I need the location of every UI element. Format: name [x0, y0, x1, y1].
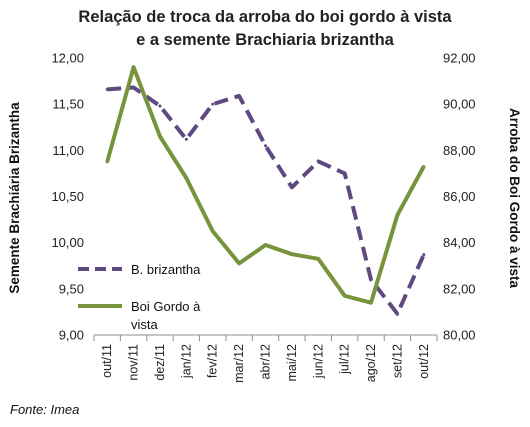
- left-tick-label: 10,50: [51, 189, 84, 204]
- data-point: [184, 176, 188, 180]
- right-axis-ticks: 80,00 82,00 84,00 86,00 88,00 90,00 92,00: [443, 51, 476, 343]
- x-tick-label: out/12: [417, 344, 431, 379]
- chart-title-line-1: Relação de troca da arroba do boi gordo …: [78, 8, 452, 26]
- x-tick-label: jan/12: [179, 344, 193, 379]
- data-point: [395, 213, 399, 217]
- legend-label-boi-gordo-line-2: vista: [131, 317, 159, 332]
- data-point: [237, 261, 241, 265]
- x-tick-label: jul/12: [338, 344, 352, 375]
- data-point: [105, 87, 109, 91]
- left-tick-label: 9,00: [59, 328, 84, 343]
- chart-title-line-2: e a semente Brachiaria brizantha: [136, 31, 395, 49]
- source-note: Fonte: Imea: [10, 402, 79, 417]
- data-point: [158, 104, 162, 108]
- right-tick-label: 86,00: [443, 189, 476, 204]
- data-point: [211, 102, 215, 106]
- data-point: [211, 229, 215, 233]
- right-axis-label: Arroba do Boi Gordo à vista: [507, 108, 522, 289]
- x-tick-label: dez/11: [153, 344, 167, 381]
- data-point: [422, 253, 426, 257]
- left-tick-label: 11,50: [52, 97, 84, 112]
- series-layer: [105, 65, 426, 316]
- data-point: [237, 94, 241, 98]
- x-tick-label: nov/11: [127, 344, 141, 381]
- data-point: [369, 278, 373, 282]
- right-tick-label: 88,00: [443, 143, 476, 158]
- legend: B. brizantha Boi Gordo à vista: [78, 262, 201, 332]
- data-point: [290, 252, 294, 256]
- data-point: [264, 243, 267, 247]
- x-tick-label: out/11: [100, 344, 114, 378]
- left-tick-label: 11,00: [52, 143, 84, 158]
- data-point: [343, 171, 347, 175]
- data-point: [132, 65, 136, 69]
- legend-label-brizantha: B. brizantha: [131, 262, 201, 277]
- x-axis: out/11 nov/11 dez/11 jan/12 fev/12 mar/12 abr/…: [93, 334, 438, 383]
- x-tick-label: jun/12: [311, 344, 325, 379]
- right-tick-label: 90,00: [443, 97, 476, 112]
- data-point: [184, 137, 188, 141]
- left-axis-label: Semente Brachiária Brizantha: [7, 102, 22, 294]
- right-tick-label: 82,00: [443, 281, 476, 296]
- data-point: [264, 144, 267, 148]
- left-tick-label: 10,00: [51, 235, 84, 250]
- data-point: [369, 301, 373, 305]
- x-tick-label: fev/12: [206, 344, 220, 378]
- data-point: [422, 164, 426, 168]
- x-tick-label: mar/12: [232, 344, 246, 383]
- right-tick-label: 80,00: [443, 328, 476, 343]
- data-point: [395, 312, 399, 316]
- left-tick-label: 12,00: [51, 51, 84, 66]
- right-tick-label: 92,00: [443, 51, 476, 66]
- data-point: [316, 159, 320, 163]
- legend-label-boi-gordo-line-1: Boi Gordo à: [131, 299, 201, 314]
- x-tick-label: ago/12: [364, 344, 378, 382]
- left-tick-label: 9,50: [59, 281, 84, 296]
- data-point: [316, 257, 320, 261]
- data-point: [132, 86, 136, 90]
- x-tick-label: set/12: [390, 344, 404, 378]
- left-axis-ticks: 9,00 9,50 10,00 10,50 11,00 11,50 12,00: [51, 51, 84, 343]
- data-point: [290, 185, 294, 189]
- right-tick-label: 84,00: [443, 235, 476, 250]
- data-point: [343, 294, 347, 298]
- data-point: [105, 160, 109, 164]
- x-tick-label: mai/12: [285, 344, 299, 382]
- data-point: [158, 134, 162, 138]
- x-tick-label: abr/12: [259, 344, 273, 379]
